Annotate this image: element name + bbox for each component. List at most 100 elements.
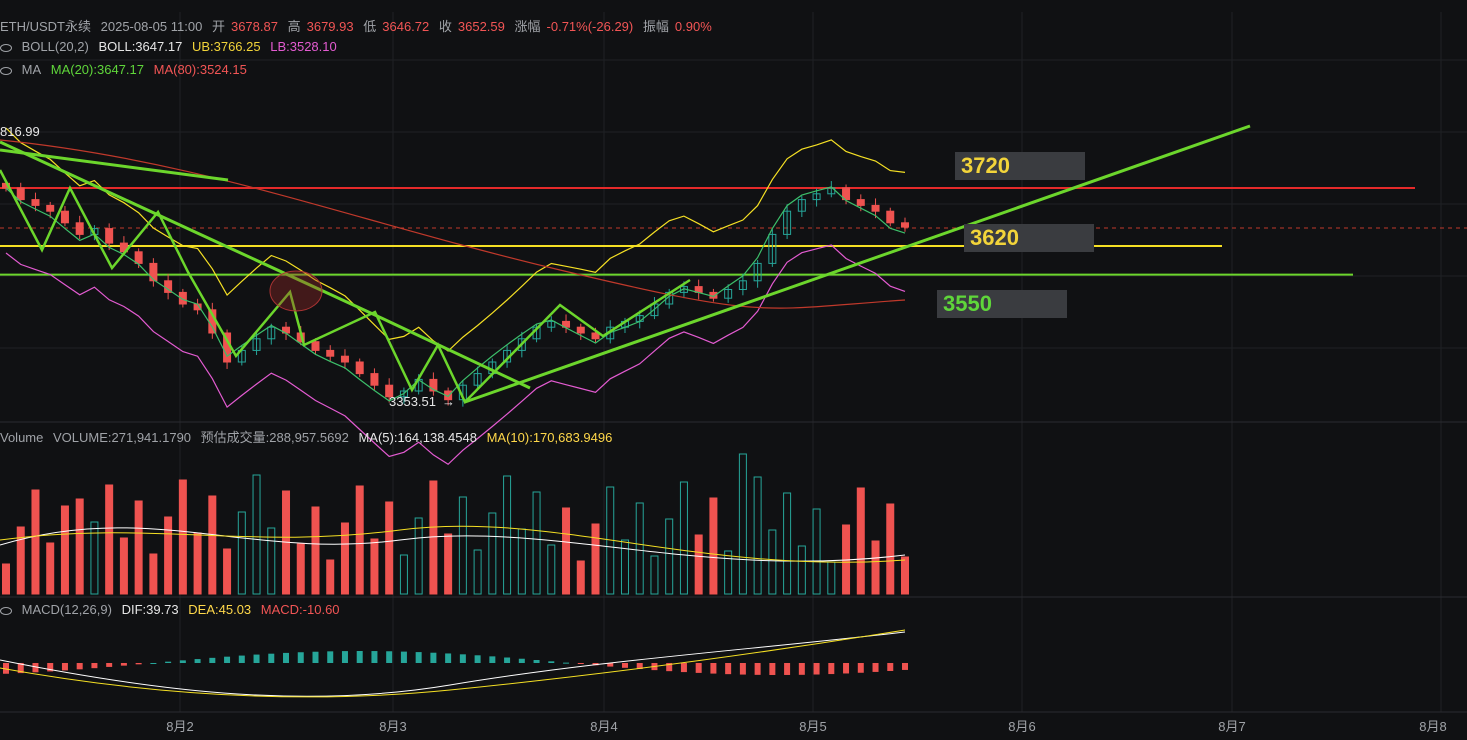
candle-body — [31, 199, 40, 206]
x-tick-label: 8月2 — [166, 719, 193, 734]
volume-bar — [90, 521, 99, 595]
volume-bar — [399, 554, 408, 595]
macd-hist-bar — [518, 658, 525, 663]
macd-hist-bar — [563, 662, 570, 664]
visibility-eye-icon[interactable] — [0, 606, 12, 615]
macd-hist-bar — [902, 663, 908, 670]
volume-bar — [738, 453, 747, 595]
volume-bar — [856, 487, 865, 595]
volume-bar — [547, 544, 556, 595]
volume-bar — [886, 503, 895, 595]
macd-hist-bar — [268, 653, 275, 663]
macd-hist-bar — [356, 651, 363, 663]
macd-hist-bar — [400, 651, 407, 663]
macd-hist-bar — [165, 661, 172, 663]
candle-body — [591, 332, 600, 340]
candle-body — [517, 338, 526, 351]
macd-hist-bar — [179, 660, 186, 663]
candle-body — [46, 204, 55, 212]
candle-body — [178, 291, 187, 305]
volume-bar — [134, 500, 143, 595]
volume-bar — [46, 542, 55, 595]
candle-body — [901, 222, 909, 228]
volume-bar — [458, 496, 467, 595]
candle-body — [473, 373, 482, 386]
volume-name: Volume — [0, 430, 44, 445]
candle-body — [429, 378, 438, 392]
volume-bar — [2, 563, 10, 595]
volume-ma5 — [0, 527, 906, 562]
candle-body — [797, 199, 806, 212]
macd-legend[interactable]: MACD(12,26,9) DIF:39.73 DEA:45.03 MACD:-… — [0, 602, 346, 617]
boll-lower-band — [5, 244, 906, 466]
candle-body — [267, 326, 276, 340]
macd-hist-bar — [489, 656, 496, 663]
macd-hist-bar — [754, 663, 761, 675]
x-tick-label: 8月3 — [379, 719, 406, 734]
volume-bar — [901, 556, 909, 595]
macd-hist-bar — [769, 663, 776, 675]
macd-hist: MACD:-10.60 — [260, 602, 340, 617]
macd-hist-bar — [76, 663, 83, 670]
candle-body — [105, 228, 114, 244]
macd-hist-bar — [91, 663, 98, 669]
ma-name: MA — [21, 62, 42, 77]
volume-ma10: MA(10):170,683.9496 — [486, 430, 613, 445]
macd-hist-bar — [430, 652, 437, 663]
macd-hist-bar — [621, 663, 628, 668]
low-value: 3646.72 — [382, 19, 430, 34]
macd-hist-bar — [533, 659, 540, 663]
macd-name: MACD(12,26,9) — [21, 602, 112, 617]
volume-bar — [252, 474, 261, 595]
candle-body — [75, 222, 84, 235]
macd-hist-bar — [739, 663, 746, 675]
candle-body — [738, 280, 747, 290]
volume-bar — [562, 507, 571, 595]
macd-hist-bar — [592, 663, 599, 666]
ma80-value: MA(80):3524.15 — [153, 62, 247, 77]
macd-hist-bar — [194, 659, 201, 663]
volume-bar — [532, 491, 541, 595]
open-label: 开 — [211, 19, 225, 34]
amplitude-label: 振幅 — [642, 19, 669, 34]
volume-bar — [665, 518, 674, 595]
volume-bar — [473, 549, 482, 595]
macd-hist-bar — [548, 661, 555, 663]
candle-body — [370, 373, 379, 386]
ohlc-header: ETH/USDT永续 2025-08-05 11:00 开 3678.87 高 36… — [0, 16, 718, 35]
candle-body — [576, 326, 585, 334]
boll-legend[interactable]: BOLL(20,2) BOLL:3647.17 UB:3766.25 LB:35… — [0, 39, 343, 54]
volume-legend[interactable]: Volume VOLUME:271,941.1790 预估成交量:288,957… — [0, 427, 618, 446]
candle-body — [812, 193, 821, 201]
volume-bar — [812, 508, 821, 595]
macd-hist-bar — [680, 663, 687, 673]
volume-bar — [385, 501, 394, 595]
wave-zigzag — [0, 169, 691, 405]
boll-lb: LB:3528.10 — [270, 39, 337, 54]
macd-hist-bar — [386, 651, 393, 663]
volume-bar — [237, 511, 246, 595]
macd-hist-bar — [474, 655, 481, 663]
arrow-right-icon: → — [442, 394, 455, 409]
volume-bar — [694, 534, 703, 595]
volume-bar — [370, 538, 379, 595]
candle-body — [399, 390, 408, 398]
candle-body — [134, 251, 143, 264]
visibility-eye-icon[interactable] — [0, 43, 12, 52]
macd-hist-bar — [371, 651, 378, 663]
volume-bar — [797, 545, 806, 595]
high-value: 3679.93 — [306, 19, 354, 34]
macd-hist-bar — [843, 663, 850, 674]
macd-hist-bar — [710, 663, 717, 674]
volume-bar — [679, 481, 688, 595]
x-tick-label: 8月7 — [1218, 719, 1245, 734]
ma-legend[interactable]: MA MA(20):3647.17 MA(80):3524.15 — [0, 62, 253, 77]
boll-ub: UB:3766.25 — [191, 39, 261, 54]
macd-hist-bar — [636, 663, 643, 670]
visibility-eye-icon[interactable] — [0, 66, 12, 75]
volume-bar — [591, 523, 600, 595]
macd-hist-bar — [828, 663, 835, 675]
macd-hist-bar — [813, 663, 820, 675]
candle-body — [385, 384, 394, 398]
